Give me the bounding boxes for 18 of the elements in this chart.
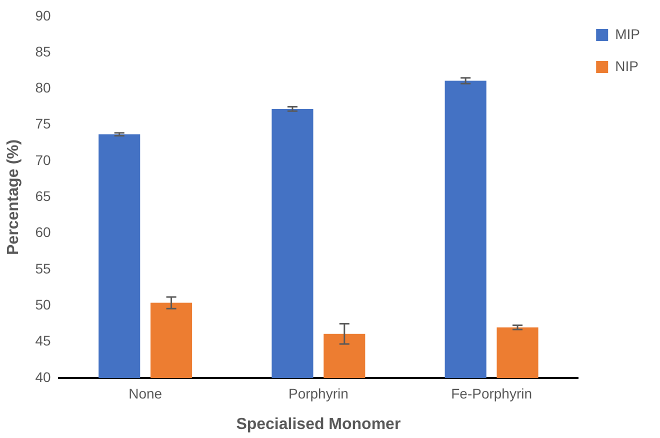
y-tick-label: 85 xyxy=(35,43,51,60)
legend-label: MIP xyxy=(615,26,640,42)
x-tick-label: Porphyrin xyxy=(288,385,348,402)
x-tick-label: Fe-Porphyrin xyxy=(451,385,532,402)
y-tick-label: 55 xyxy=(35,260,51,276)
y-tick-label: 90 xyxy=(35,7,51,24)
y-axis-title: Percentage (%) xyxy=(5,139,22,255)
y-tick-label: 65 xyxy=(35,188,51,204)
y-tick-label: 70 xyxy=(35,152,51,168)
y-tick-label: 60 xyxy=(35,224,51,240)
y-tick-label: 40 xyxy=(35,368,51,385)
legend-label: NIP xyxy=(615,58,638,74)
y-tick-label: 45 xyxy=(35,332,51,349)
y-tick-label: 75 xyxy=(35,116,51,132)
y-tick-label: 80 xyxy=(35,80,51,96)
x-axis-title: Specialised Monomer xyxy=(236,416,401,433)
y-tick-label: 50 xyxy=(35,296,51,313)
x-tick-label: None xyxy=(128,385,162,402)
